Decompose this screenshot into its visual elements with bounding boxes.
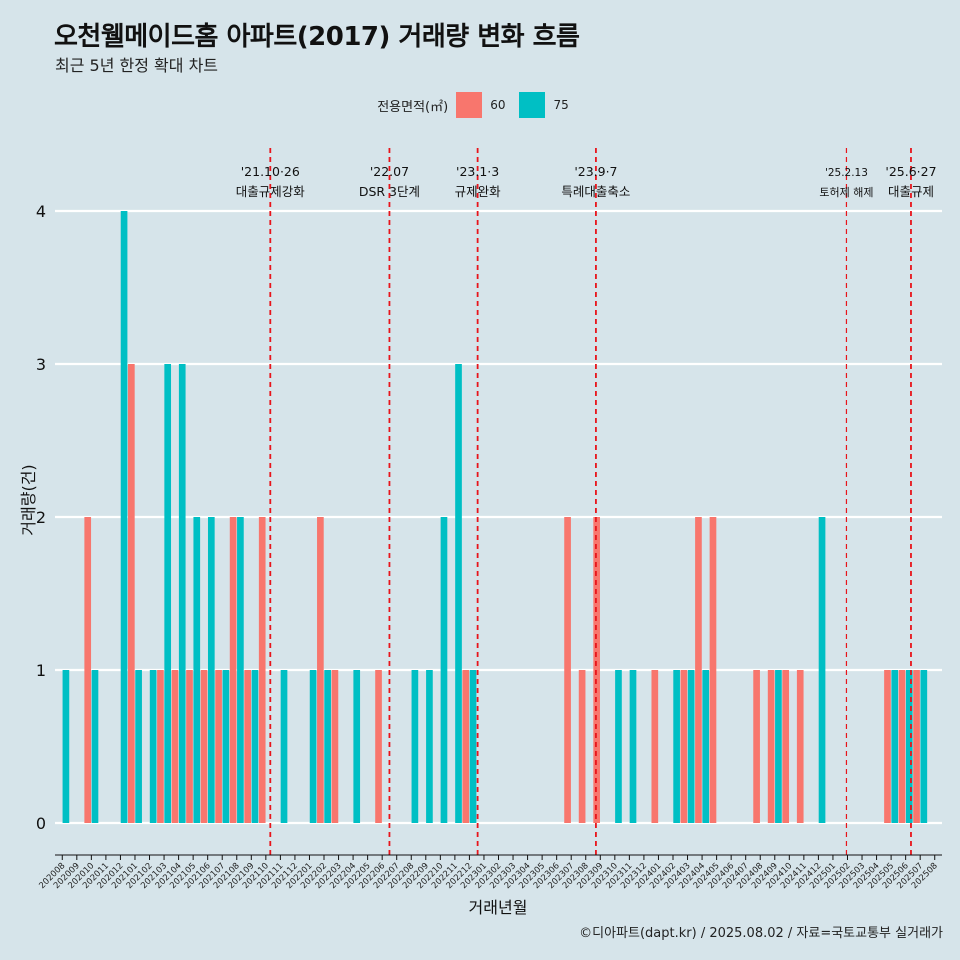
event-label-4: 토허제 해제 (819, 185, 873, 199)
bar-75-202012 (120, 211, 128, 823)
bar-75-202204 (353, 670, 361, 823)
bar-60-202410 (782, 670, 790, 823)
bar-60-202507 (913, 670, 920, 823)
bar-75-202107 (222, 670, 230, 823)
bar-60-202212 (462, 670, 470, 823)
bar-60-202106 (200, 670, 208, 823)
bar-60-202105 (186, 670, 193, 823)
bar-75-202106 (207, 517, 215, 823)
bar-60-202411 (796, 670, 804, 823)
bar-75-202404 (702, 670, 710, 823)
event-date-3: '23.9·7 (574, 164, 617, 179)
bar-75-202101 (135, 670, 142, 823)
bar-75-202102 (149, 670, 157, 823)
bar-60-202110 (258, 517, 266, 823)
bar-60-202103 (157, 670, 164, 823)
y-tick-label-2: 2 (36, 508, 46, 527)
bar-60-202108 (229, 517, 237, 823)
bar-60-202202 (317, 517, 324, 823)
bar-75-202111 (280, 670, 288, 823)
bar-75-202105 (193, 517, 201, 823)
bar-60-202010 (84, 517, 92, 823)
y-tick-label-1: 1 (36, 661, 46, 680)
y-tick-label-3: 3 (36, 355, 46, 374)
bar-75-202208 (411, 670, 419, 823)
bar-60-202104 (171, 670, 179, 823)
chart-title: 오천웰메이드홈 아파트(2017) 거래량 변화 흐름 (54, 22, 580, 52)
bar-60-202308 (578, 670, 586, 823)
bar-60-202404 (695, 517, 702, 823)
event-date-4: '25.2.13 (825, 167, 868, 179)
bar-75-202010 (91, 670, 99, 823)
bar-60-202401 (651, 670, 659, 823)
bar-60-202409 (767, 670, 775, 823)
chart-subtitle: 최근 5년 한정 확대 차트 (55, 56, 219, 75)
y-axis-title: 거래량(건) (19, 464, 38, 535)
bar-75-202403 (687, 670, 695, 823)
y-tick-label-0: 0 (36, 814, 46, 833)
event-date-5: '25.6·27 (885, 164, 936, 179)
event-date-1: '22.07 (370, 164, 409, 179)
legend-title: 전용면적(㎡) (377, 99, 449, 115)
bar-60-202505 (884, 670, 891, 823)
bar-60-202506 (898, 670, 906, 823)
bar-60-202206 (375, 670, 382, 823)
bar-75-202108 (237, 517, 244, 823)
bar-75-202202 (324, 670, 331, 823)
legend-label-60: 60 (490, 98, 506, 112)
bar-75-202505 (891, 670, 899, 823)
legend-label-75: 75 (553, 98, 569, 112)
source-caption: ©디아파트(dapt.kr) / 2025.08.02 / 자료=국토교통부 실… (579, 926, 943, 941)
legend-swatch-60 (456, 92, 483, 118)
legend-swatch-75 (519, 92, 546, 118)
bar-60-202203 (331, 670, 339, 823)
event-label-0: 대출규제강화 (236, 184, 306, 199)
event-date-0: '21.10·26 (241, 164, 300, 179)
event-markers: '21.10·26 대출규제강화 '22.07 DSR 3단계 '23.1·3 규제완화 '… (236, 148, 937, 855)
bar-75-202109 (251, 670, 259, 823)
bar-75-202210 (440, 517, 448, 823)
bar-75-202409 (775, 670, 782, 823)
bar-60-202109 (244, 670, 252, 823)
bar-75-202506 (905, 670, 913, 823)
bar-75-202104 (178, 364, 186, 823)
bar-75-202311 (629, 670, 637, 823)
event-label-2: 규제완화 (455, 184, 502, 199)
bar-60-202107 (215, 670, 222, 823)
bar-75-202212 (469, 670, 477, 823)
bar-75-202402 (673, 670, 680, 823)
bar-75-202103 (164, 364, 172, 823)
bar-75-202209 (426, 670, 433, 823)
bar-75-202008 (62, 670, 70, 823)
bar-60-202403 (680, 670, 688, 823)
event-date-2: '23.1·3 (456, 164, 499, 179)
event-label-5: 대출규제 (888, 184, 934, 199)
bar-75-202310 (615, 670, 622, 823)
event-label-3: 특례대출축소 (561, 184, 630, 199)
bars (62, 211, 928, 823)
bar-75-202211 (455, 364, 462, 823)
bar-75-202507 (920, 670, 928, 823)
y-tick-label-4: 4 (36, 202, 46, 221)
x-axis-title: 거래년월 (469, 898, 528, 917)
bar-75-202201 (309, 670, 317, 823)
bar-60-202408 (753, 670, 760, 823)
event-label-1: DSR 3단계 (359, 184, 420, 199)
bar-60-202307 (564, 517, 571, 823)
bar-60-202101 (128, 364, 135, 823)
bar-75-202412 (818, 517, 826, 823)
legend: 전용면적(㎡) 60 75 (0, 92, 960, 118)
bar-60-202405 (709, 517, 717, 823)
